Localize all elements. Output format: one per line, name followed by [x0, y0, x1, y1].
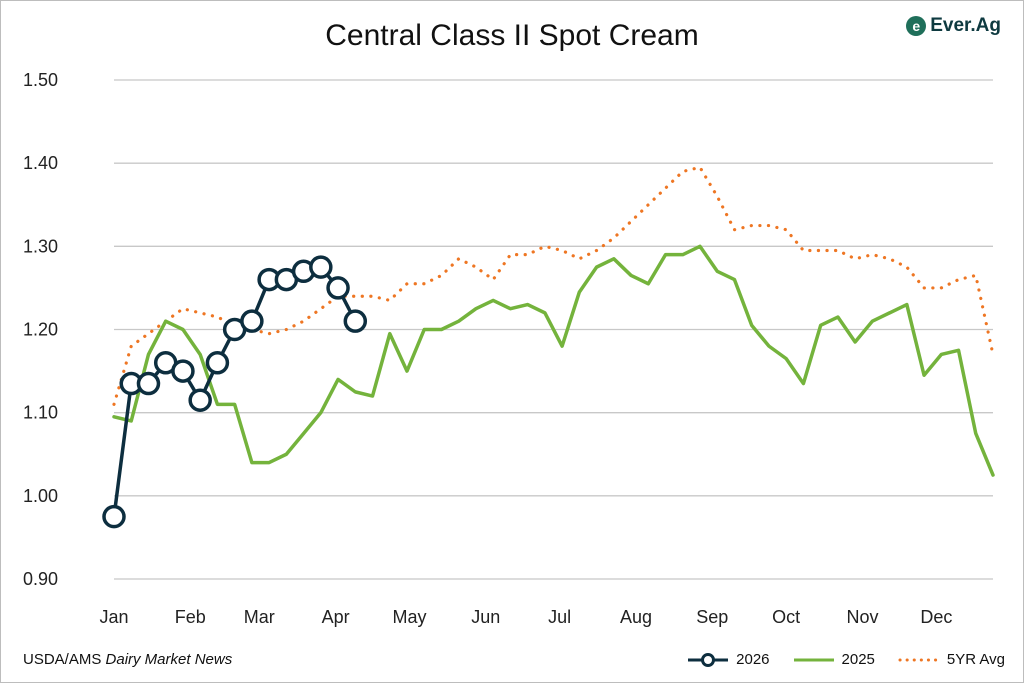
ever-ag-logo: e Ever.Ag	[906, 15, 1001, 37]
y-tick-label: 1.30	[23, 236, 58, 256]
y-tick-label: 1.20	[23, 320, 58, 340]
series-line-5yr-avg	[112, 165, 995, 406]
x-tick-label: Mar	[244, 607, 275, 627]
data-point-2026	[205, 351, 230, 375]
x-tick-label: Feb	[175, 607, 206, 627]
legend-label-2025: 2025	[841, 651, 875, 668]
y-tick-label: 1.40	[23, 153, 58, 173]
legend-item-5yr-avg: 5YR Avg	[897, 651, 1005, 668]
legend-swatch-5yr-avg	[898, 658, 941, 661]
x-tick-label: Sep	[696, 607, 728, 627]
legend-swatch-2026	[688, 652, 729, 667]
legend-item-2026: 2026	[686, 651, 770, 668]
x-tick-label: Jan	[99, 607, 128, 627]
x-tick-label: Jul	[548, 607, 571, 627]
source-note: USDA/AMS Dairy Market News	[23, 651, 232, 668]
legend-item-2025: 2025	[792, 651, 875, 668]
series-line-2025	[112, 244, 995, 477]
x-tick-label: Aug	[620, 607, 652, 627]
legend-label-2026: 2026	[736, 651, 770, 668]
data-point-2026	[343, 309, 368, 333]
x-tick-label: Oct	[772, 607, 800, 627]
y-tick-label: 1.50	[23, 70, 58, 90]
source-prefix: USDA/AMS	[23, 651, 106, 668]
legend-label-5yr-avg: 5YR Avg	[946, 651, 1005, 668]
x-tick-label: Nov	[846, 607, 878, 627]
x-tick-label: Apr	[322, 607, 350, 627]
legend-swatch-2025	[793, 658, 834, 661]
data-point-2026	[240, 309, 264, 333]
y-tick-label: 1.00	[23, 486, 58, 506]
data-point-2026	[102, 504, 126, 529]
x-tick-label: May	[392, 607, 426, 627]
data-point-2026	[171, 359, 195, 383]
y-tick-label: 1.10	[23, 403, 58, 423]
legend: 2026 2025 5YR Avg	[686, 651, 1005, 668]
data-point-2026	[326, 276, 350, 300]
chart-title: Central Class II Spot Cream	[325, 19, 699, 52]
data-point-2026	[188, 388, 212, 412]
data-point-2026	[136, 371, 161, 396]
source-italic: Dairy Market News	[105, 651, 233, 668]
x-tick-label: Dec	[920, 607, 952, 627]
data-point-2026	[309, 255, 333, 279]
x-tick-label: Jun	[471, 607, 500, 627]
logo-mark-icon: e	[906, 16, 927, 36]
y-tick-label: 0.90	[23, 569, 58, 589]
logo-text: Ever.Ag	[930, 15, 1001, 36]
